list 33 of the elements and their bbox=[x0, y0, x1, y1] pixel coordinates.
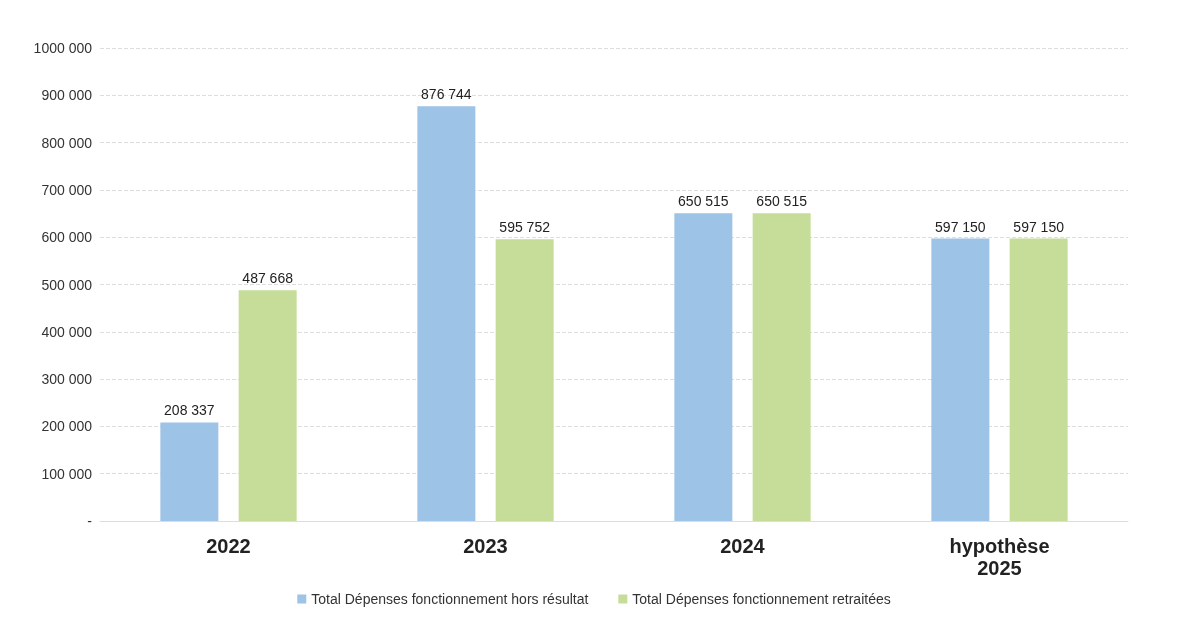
y-tick-label: 200 000 bbox=[41, 418, 93, 435]
bar bbox=[931, 238, 990, 521]
data-label: 208 337 bbox=[164, 402, 215, 419]
bar bbox=[1009, 238, 1068, 521]
x-tick-label: 2024 bbox=[720, 535, 766, 557]
data-label: 597 150 bbox=[935, 218, 986, 235]
data-label: 487 668 bbox=[242, 270, 294, 287]
bar bbox=[752, 213, 811, 521]
y-tick-label: 300 000 bbox=[41, 371, 93, 388]
bar bbox=[160, 422, 219, 521]
bar bbox=[417, 106, 476, 521]
y-tick-label: 800 000 bbox=[41, 134, 93, 151]
data-label: 650 515 bbox=[756, 193, 808, 210]
y-tick-label: 600 000 bbox=[41, 229, 93, 246]
x-tick-label: hypothèse 2025 bbox=[949, 535, 1050, 579]
y-tick-label: 700 000 bbox=[41, 181, 93, 198]
y-tick-label: 900 000 bbox=[41, 87, 93, 104]
y-tick-label: 1000 000 bbox=[33, 40, 93, 56]
y-tick-label: 100 000 bbox=[41, 465, 93, 482]
bar bbox=[495, 239, 554, 521]
bar bbox=[238, 290, 297, 521]
legend-label: Total Dépenses fonctionnement retraitées bbox=[632, 591, 891, 607]
y-tick-label: 400 000 bbox=[41, 323, 93, 340]
data-label: 650 515 bbox=[678, 193, 729, 210]
data-label: 597 150 bbox=[1013, 218, 1065, 235]
y-tick-label: 500 000 bbox=[41, 276, 93, 293]
legend-label: Total Dépenses fonctionnement hors résultat bbox=[311, 591, 589, 607]
data-label: 595 752 bbox=[499, 219, 551, 236]
data-label: 876 744 bbox=[421, 86, 472, 103]
y-tick-label: - bbox=[87, 513, 93, 529]
bar bbox=[674, 213, 733, 521]
x-tick-label: 2022 bbox=[206, 535, 251, 557]
x-tick-label: 2023 bbox=[463, 535, 508, 557]
